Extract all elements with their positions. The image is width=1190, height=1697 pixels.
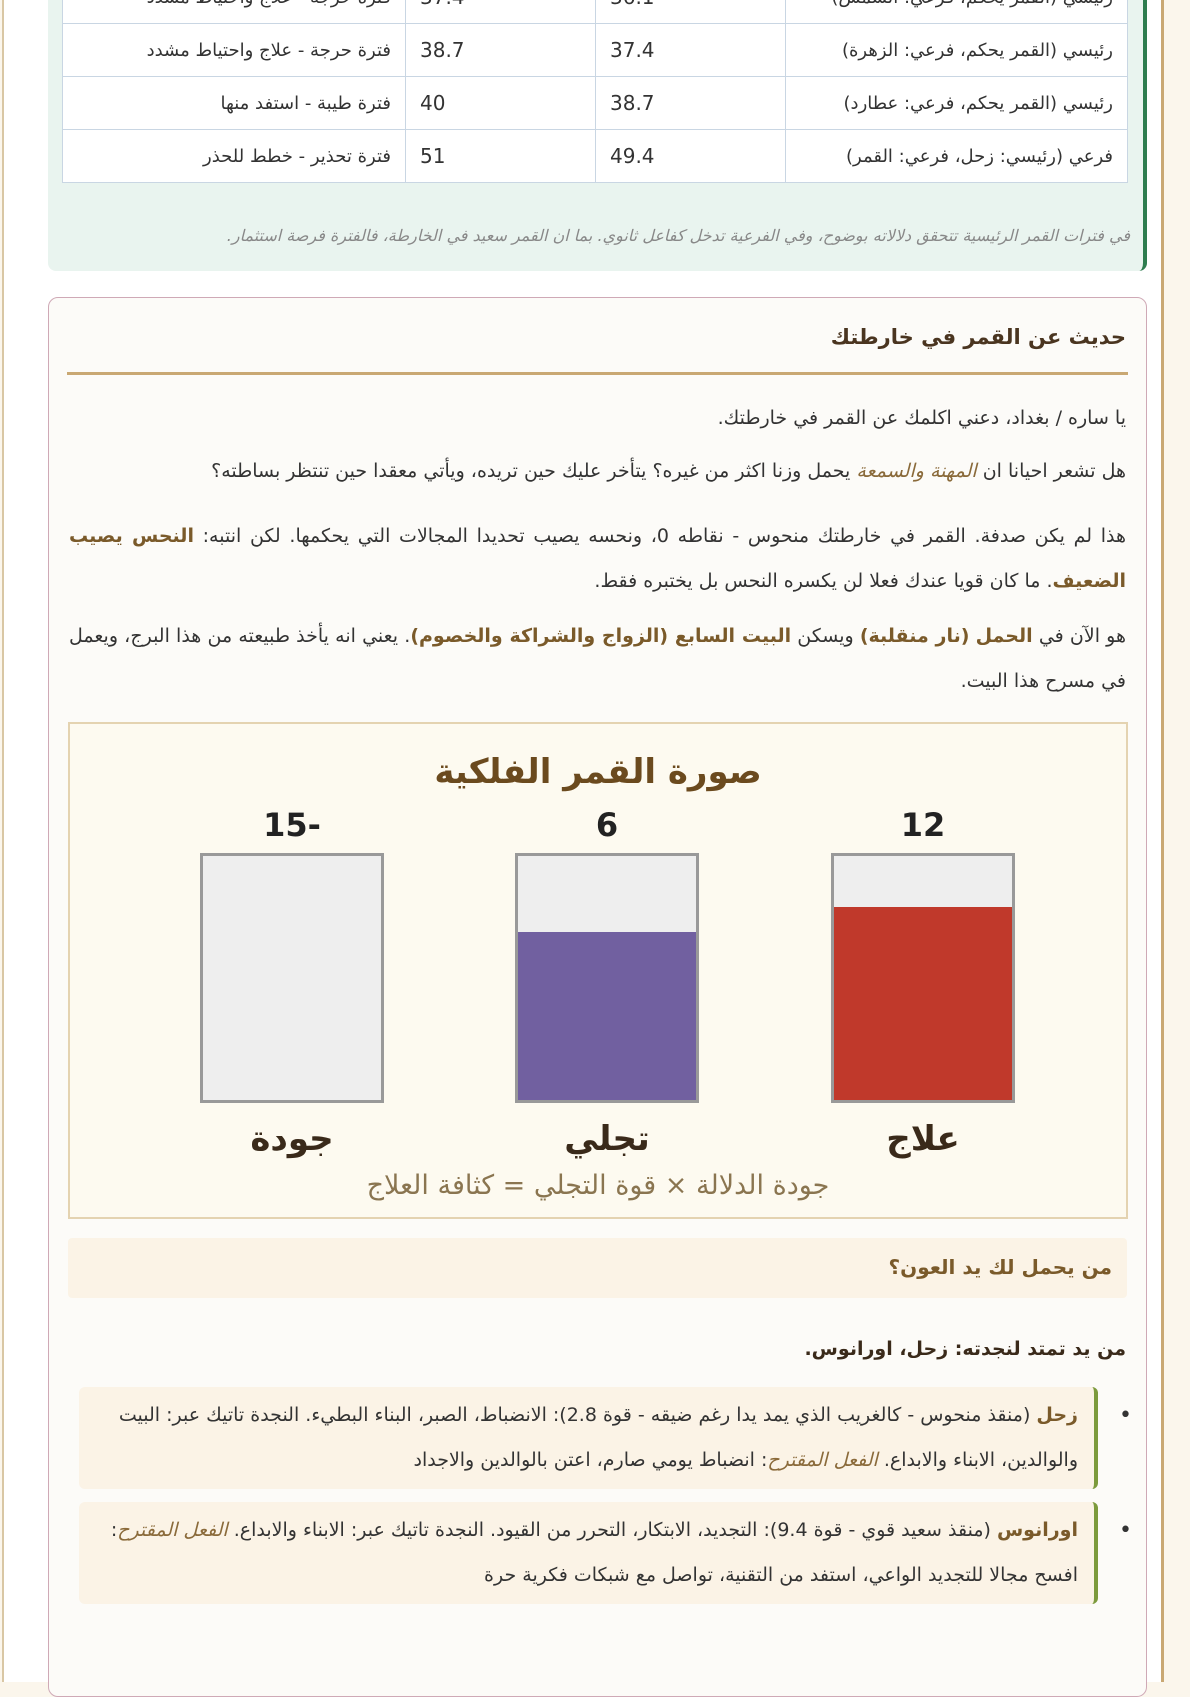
chart-formula: جودة الدلالة × قوة التجلي = كثافة العلاج — [366, 1170, 830, 1201]
periods-table: رئيسي (القمر يحكم، فرعي: الشمس)36.137.4ف… — [62, 0, 1128, 183]
helpers-title: من يحمل لك يد العون؟ — [888, 1255, 1112, 1279]
table-cell: 38.7 — [405, 23, 596, 77]
bullet-icon: • — [1119, 1518, 1132, 1543]
table-cell: رئيسي (القمر يحكم، فرعي: عطارد) — [785, 76, 1128, 130]
table-cell: 49.4 — [595, 129, 786, 183]
bar-fill — [834, 907, 1012, 1100]
paragraph-status: هذا لم يكن صدفة. القمر في خارطتك منحوس -… — [69, 525, 1126, 592]
helpers-lead: من يد تمتد لنجدته: زحل، اورانوس. — [804, 1338, 1126, 1360]
chart-title: صورة القمر الفلكية — [434, 752, 762, 792]
bar-label: تجلي — [564, 1119, 650, 1159]
table-row: رئيسي (القمر يحكم، فرعي: الشمس)36.137.4ف… — [62, 0, 1128, 24]
table-cell: 36.1 — [595, 0, 786, 24]
moon-chart: صورة القمر الفلكية 12 علاج 6 تجلي 15- جودة جو… — [68, 722, 1128, 1219]
bar-1 — [515, 853, 699, 1103]
table-cell: 38.7 — [595, 76, 786, 130]
table-cell: 37.4 — [405, 0, 596, 24]
bar-value: 15- — [263, 806, 321, 844]
paragraph-position: هو الآن في الحمل (نار منقلبة) ويسكن البي… — [69, 625, 1127, 692]
table-cell: فترة حرجة - علاج واحتياط مشدد — [62, 23, 406, 77]
bullet-icon: • — [1119, 1403, 1132, 1428]
paragraph-greeting: يا ساره / بغداد، دعني اكلمك عن القمر في … — [717, 407, 1126, 429]
table-cell: فترة طيبة - استفد منها — [62, 76, 406, 130]
moon-section: حديث عن القمر في خارطتك يا ساره / بغداد،… — [48, 297, 1147, 1697]
bar-value: 12 — [900, 806, 946, 844]
table-cell: فترة حرجة - علاج واحتياط مشدد — [62, 0, 406, 24]
list-item: • زحل (منقذ منحوس - كالغريب الذي يمد يدا … — [79, 1387, 1132, 1489]
table-row: رئيسي (القمر يحكم، فرعي: الزهرة) 37.4 38.7… — [62, 23, 1128, 77]
bar-label: جودة — [250, 1119, 334, 1159]
table-row: فرعي (رئيسي: زحل، فرعي: القمر) 49.4 51 فترة… — [62, 129, 1128, 183]
paragraph-question: هل تشعر احيانا ان المهنة والسمعة يحمل وز… — [211, 460, 1126, 482]
table-cell: فترة تحذير - خطط للحذر — [62, 129, 406, 183]
table-cell: 37.4 — [595, 23, 786, 77]
bar-value: 6 — [595, 806, 619, 844]
table-row: رئيسي (القمر يحكم، فرعي: عطارد) 38.7 40 فتر… — [62, 76, 1128, 130]
bar-fill — [518, 931, 696, 1100]
list-item: • اورانوس (منقذ سعيد قوي - قوة 9.4): التج… — [79, 1502, 1132, 1604]
section-title: حديث عن القمر في خارطتك — [830, 325, 1126, 349]
bar-2 — [200, 853, 384, 1103]
table-cell: رئيسي (القمر يحكم، فرعي: الزهرة) — [785, 23, 1128, 77]
table-cell: 40 — [405, 76, 596, 130]
bar-label: علاج — [886, 1119, 960, 1159]
divider — [67, 372, 1128, 375]
bar-0 — [831, 853, 1015, 1103]
table-cell: رئيسي (القمر يحكم، فرعي: الشمس) — [785, 0, 1128, 24]
periods-caption: في فترات القمر الرئيسية تتحقق دلالاته بو… — [226, 226, 1130, 245]
table-cell: 51 — [405, 129, 596, 183]
table-cell: فرعي (رئيسي: زحل، فرعي: القمر) — [785, 129, 1128, 183]
helpers-header: من يحمل لك يد العون؟ — [68, 1238, 1127, 1298]
